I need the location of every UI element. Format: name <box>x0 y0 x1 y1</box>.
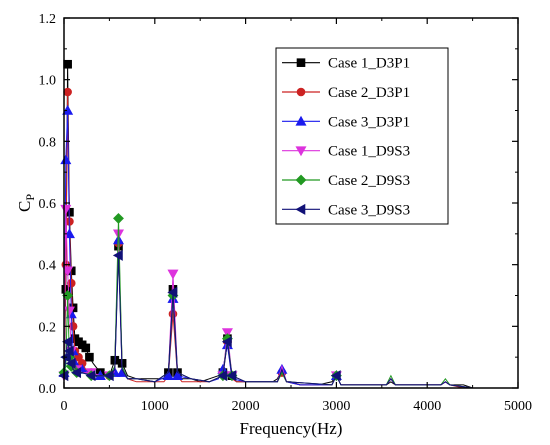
series-point-case-1-d9s3 <box>221 328 233 339</box>
series-point-case-3-d9s3 <box>71 367 82 379</box>
series-point-case-3-d9s3 <box>85 370 96 382</box>
series-point-case-3-d3p1 <box>171 370 184 380</box>
x-tick-label: 1000 <box>141 399 169 414</box>
series-point-case-2-d3p1 <box>66 278 76 288</box>
series-point-case-3-d9s3 <box>221 336 232 348</box>
series-point-case-3-d9s3 <box>330 370 341 382</box>
legend-marker-case-2-d3p1 <box>296 87 306 97</box>
x-tick-label: 4000 <box>413 399 441 414</box>
series-point-case-3-d9s3 <box>63 345 74 357</box>
series-case-3-d9s3 <box>58 249 473 389</box>
series-point-case-3-d9s3 <box>65 357 76 369</box>
x-tick-label: 5000 <box>504 399 532 414</box>
series-point-case-3-d9s3 <box>62 336 72 348</box>
x-tick-label: 2000 <box>232 399 260 414</box>
y-tick-label: 0.8 <box>39 135 57 150</box>
series-point-case-3-d9s3 <box>226 370 237 382</box>
legend-label-case-1-d3p1: Case 1_D3P1 <box>328 56 410 72</box>
series-point-case-2-d9s3 <box>113 212 124 224</box>
svg-text:CP: CP <box>15 194 37 212</box>
series-point-case-2-d3p1 <box>168 309 178 319</box>
series-point-case-3-d3p1 <box>162 370 174 380</box>
legend-label-case-3-d3p1: Case 3_D3P1 <box>328 114 410 130</box>
series-point-case-1-d3p1 <box>85 352 94 362</box>
series-point-case-1-d9s3 <box>62 266 74 277</box>
y-tick-label: 0.2 <box>39 320 57 335</box>
series-point-case-3-d9s3 <box>112 249 123 261</box>
legend-label-case-3-d9s3: Case 3_D9S3 <box>328 202 410 218</box>
y-tick-label: 1.0 <box>39 74 57 89</box>
y-axis-title-main: C <box>15 201 34 212</box>
legend-label-case-2-d9s3: Case 2_D9S3 <box>328 173 410 189</box>
legend-box <box>275 47 449 225</box>
series-point-case-3-d3p1 <box>60 154 72 165</box>
legend-marker-case-3-d3p1 <box>295 115 307 126</box>
legend-label-case-1-d9s3: Case 1_D9S3 <box>328 144 410 160</box>
series-point-case-1-d3p1 <box>81 343 91 353</box>
y-tick-label: 1.2 <box>39 12 57 27</box>
legend-marker-case-2-d9s3 <box>295 174 307 186</box>
series-point-case-1-d3p1 <box>63 59 72 69</box>
plot-data-layer <box>58 59 473 389</box>
legend-marker-case-1-d3p1 <box>296 58 306 67</box>
x-tick-label: 0 <box>61 399 68 414</box>
y-tick-label: 0.6 <box>39 197 57 212</box>
x-axis-title: Frequency(Hz) <box>240 419 343 438</box>
series-point-case-2-d3p1 <box>63 87 72 97</box>
legend-marker-case-1-d9s3 <box>295 146 307 157</box>
series-point-case-1-d9s3 <box>167 269 179 280</box>
axis-ticks: 0 1000 2000 3000 4000 5000 0.0 0.2 0.4 0.6 0.8 1.0 1… <box>39 12 533 414</box>
legend-label-case-2-d3p1: Case 2_D3P1 <box>328 85 410 101</box>
legend-marker-case-3-d9s3 <box>295 203 306 215</box>
legend: Case 1_D3P1 Case 2_D3P1 Case 3_D3P1 Case 1_… <box>275 47 449 225</box>
series-line-case-3-d9s3 <box>63 255 473 389</box>
y-axis-title: CP <box>15 194 37 212</box>
y-tick-label: 0.0 <box>39 382 57 397</box>
y-axis-title-subscript: P <box>23 194 37 201</box>
series-point-case-3-d9s3 <box>103 370 114 382</box>
series-point-case-3-d9s3 <box>167 286 178 298</box>
x-tick-label: 3000 <box>322 399 350 414</box>
y-tick-label: 0.4 <box>39 259 57 274</box>
